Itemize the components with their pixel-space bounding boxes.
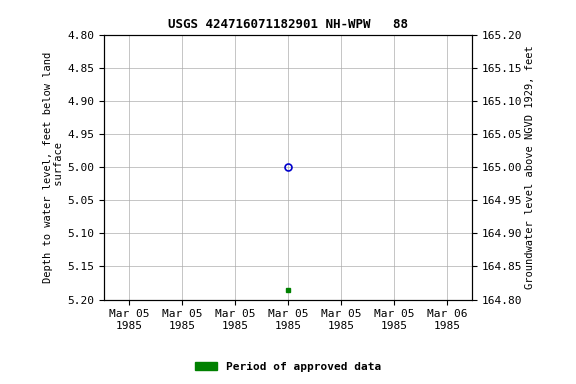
- Y-axis label: Depth to water level, feet below land
 surface: Depth to water level, feet below land su…: [43, 51, 64, 283]
- Title: USGS 424716071182901 NH-WPW   88: USGS 424716071182901 NH-WPW 88: [168, 18, 408, 31]
- Y-axis label: Groundwater level above NGVD 1929, feet: Groundwater level above NGVD 1929, feet: [525, 45, 535, 289]
- Legend: Period of approved data: Period of approved data: [191, 358, 385, 377]
